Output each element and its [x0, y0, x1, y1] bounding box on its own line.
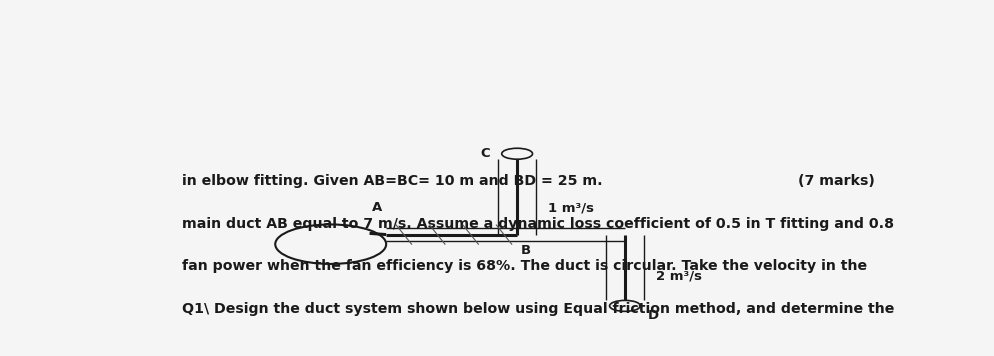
Text: 1 m³/s: 1 m³/s: [548, 201, 594, 214]
Text: A: A: [372, 201, 383, 214]
Text: in elbow fitting. Given AB=BC= 10 m and BD = 25 m.: in elbow fitting. Given AB=BC= 10 m and …: [182, 174, 602, 188]
Text: 2 m³/s: 2 m³/s: [656, 269, 702, 282]
Text: fan power when the fan efficiency is 68%. The duct is circular. Take the velocit: fan power when the fan efficiency is 68%…: [182, 259, 867, 273]
Text: C: C: [480, 147, 490, 160]
Text: Q1\ Design the duct system shown below using Equal friction method, and determin: Q1\ Design the duct system shown below u…: [182, 302, 895, 316]
Text: D: D: [648, 309, 659, 321]
Text: main duct AB equal to 7 m/s. Assume a dynamic loss coefficient of 0.5 in T fitti: main duct AB equal to 7 m/s. Assume a dy…: [182, 217, 894, 231]
Text: (7 marks): (7 marks): [798, 174, 876, 188]
Text: B: B: [521, 244, 531, 257]
